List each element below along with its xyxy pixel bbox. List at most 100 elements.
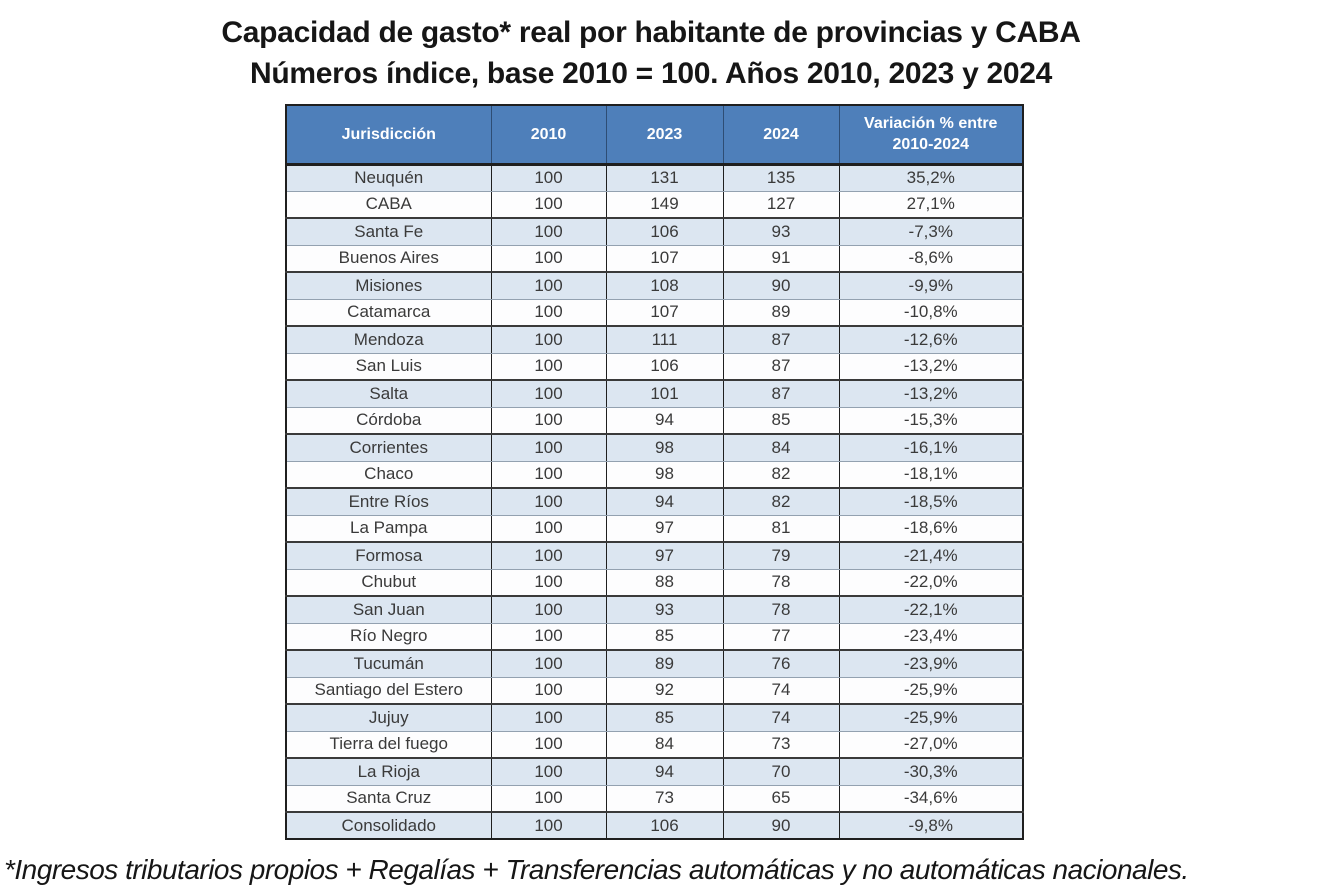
table-row: Santa Fe 100 106 93 -7,3% [286,218,1023,246]
cell-2010: 100 [491,596,607,624]
cell-2023: 94 [606,758,724,786]
footnote: *Ingresos tributarios propios + Regalías… [4,854,1189,885]
cell-2010: 100 [491,758,607,786]
cell-2023: 107 [606,299,724,327]
cell-2024: 65 [723,785,840,813]
cell-2023: 106 [606,353,724,381]
cell-2010: 100 [491,191,607,219]
cell-jurisdiccion: Neuquén [286,164,492,192]
cell-jurisdiccion: Tucumán [286,650,492,678]
cell-2023: 94 [606,407,724,435]
table-row: Salta 100 101 87 -13,2% [286,380,1023,408]
cell-2010: 100 [491,164,607,192]
cell-variacion: -9,9% [839,272,1023,300]
cell-2010: 100 [491,245,607,273]
cell-jurisdiccion: San Juan [286,596,492,624]
cell-jurisdiccion: Tierra del fuego [286,731,492,759]
table-row: Chubut 100 88 78 -22,0% [286,569,1023,597]
cell-jurisdiccion: Entre Ríos [286,488,492,516]
cell-2023: 88 [606,569,724,597]
cell-variacion: -12,6% [839,326,1023,354]
cell-jurisdiccion: La Pampa [286,515,492,543]
cell-2010: 100 [491,488,607,516]
cell-2010: 100 [491,353,607,381]
table-row: La Rioja 100 94 70 -30,3% [286,758,1023,786]
cell-variacion: -18,1% [839,461,1023,489]
cell-2023: 93 [606,596,724,624]
cell-variacion: -15,3% [839,407,1023,435]
cell-2010: 100 [491,326,607,354]
cell-variacion: -10,8% [839,299,1023,327]
table-row: Corrientes 100 98 84 -16,1% [286,434,1023,462]
cell-2023: 107 [606,245,724,273]
cell-variacion: 27,1% [839,191,1023,219]
cell-2024: 91 [723,245,840,273]
cell-2010: 100 [491,650,607,678]
cell-2010: 100 [491,380,607,408]
column-header-2023: 2023 [606,105,724,166]
cell-2023: 131 [606,164,724,192]
cell-jurisdiccion: CABA [286,191,492,219]
cell-jurisdiccion: Consolidado [286,812,492,839]
title-line-1: Capacidad de gasto* real por habitante d… [221,16,1081,49]
cell-jurisdiccion: Salta [286,380,492,408]
cell-2010: 100 [491,623,607,651]
cell-variacion: -22,0% [839,569,1023,597]
cell-variacion: -34,6% [839,785,1023,813]
column-header-jurisdiccion: Jurisdicción [286,105,492,166]
capacidad-gasto-table: Jurisdicción 2010 2023 2024 Variación % … [285,104,1024,840]
cell-2010: 100 [491,272,607,300]
cell-variacion: -25,9% [839,704,1023,732]
cell-2023: 94 [606,488,724,516]
cell-2024: 70 [723,758,840,786]
cell-jurisdiccion: Formosa [286,542,492,570]
cell-variacion: -7,3% [839,218,1023,246]
cell-2010: 100 [491,569,607,597]
table-row: Formosa 100 97 79 -21,4% [286,542,1023,570]
cell-variacion: -18,5% [839,488,1023,516]
cell-2024: 84 [723,434,840,462]
cell-2010: 100 [491,542,607,570]
cell-2024: 82 [723,461,840,489]
cell-2024: 90 [723,272,840,300]
table-row: Jujuy 100 85 74 -25,9% [286,704,1023,732]
cell-variacion: -22,1% [839,596,1023,624]
cell-2023: 111 [606,326,724,354]
table-row: Santa Cruz 100 73 65 -34,6% [286,785,1023,813]
table-row: Santiago del Estero 100 92 74 -25,9% [286,677,1023,705]
table-row: Tucumán 100 89 76 -23,9% [286,650,1023,678]
cell-jurisdiccion: Santa Fe [286,218,492,246]
column-header-variacion: Variación % entre 2010-2024 [839,105,1023,166]
title-line-2: Números índice, base 2010 = 100. Años 20… [249,57,1053,90]
column-header-2010: 2010 [491,105,607,166]
cell-jurisdiccion: Catamarca [286,299,492,327]
cell-2024: 78 [723,596,840,624]
cell-jurisdiccion: Jujuy [286,704,492,732]
cell-2010: 100 [491,731,607,759]
cell-2024: 76 [723,650,840,678]
cell-jurisdiccion: Chubut [286,569,492,597]
chart-title: Capacidad de gasto* real por habitante d… [0,12,1302,94]
cell-variacion: -25,9% [839,677,1023,705]
cell-2023: 106 [606,218,724,246]
table-row: San Luis 100 106 87 -13,2% [286,353,1023,381]
cell-jurisdiccion: Córdoba [286,407,492,435]
cell-2010: 100 [491,812,607,839]
cell-2010: 100 [491,704,607,732]
cell-jurisdiccion: Buenos Aires [286,245,492,273]
cell-2024: 74 [723,704,840,732]
cell-2023: 101 [606,380,724,408]
cell-2024: 77 [723,623,840,651]
column-header-2024: 2024 [723,105,840,166]
cell-jurisdiccion: Chaco [286,461,492,489]
cell-variacion: -13,2% [839,353,1023,381]
cell-2023: 97 [606,515,724,543]
table-row: Consolidado 100 106 90 -9,8% [286,812,1023,839]
cell-variacion: -13,2% [839,380,1023,408]
cell-2023: 73 [606,785,724,813]
cell-2024: 82 [723,488,840,516]
cell-2024: 135 [723,164,840,192]
table-row: Catamarca 100 107 89 -10,8% [286,299,1023,327]
cell-variacion: 35,2% [839,164,1023,192]
table-row: Buenos Aires 100 107 91 -8,6% [286,245,1023,273]
